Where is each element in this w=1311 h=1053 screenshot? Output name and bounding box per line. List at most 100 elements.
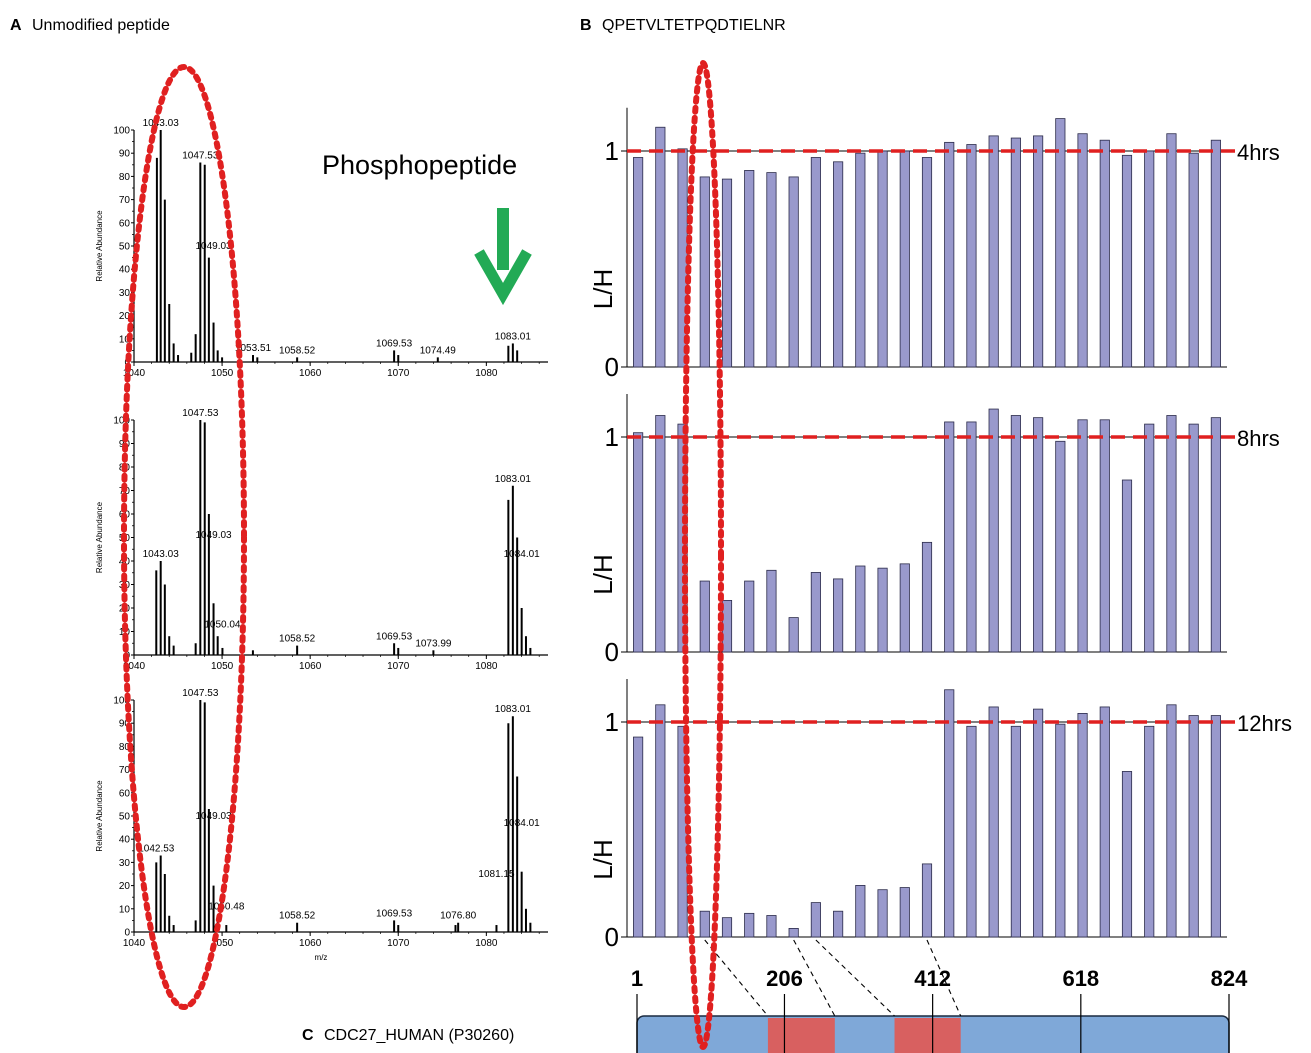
position-label: 824 (1211, 966, 1248, 991)
lh-bar (1055, 118, 1066, 368)
peak-label: 1081.15 (478, 869, 515, 880)
lh-bar (899, 887, 910, 938)
y-tick-label: 30 (119, 288, 131, 299)
y-tick-label: 1 (605, 136, 619, 166)
panel-b-letter: B (580, 17, 592, 34)
lh-bar (966, 421, 977, 653)
lh-bar (966, 725, 977, 938)
peak-label: 1050.04 (204, 620, 241, 631)
timepoint-label: 8hrs (1237, 426, 1280, 451)
x-tick-label: 1080 (475, 368, 498, 379)
x-tick-label: 1070 (387, 661, 410, 672)
x-tick-label: 1050 (211, 368, 234, 379)
panel-a-title: Unmodified peptide (32, 17, 170, 34)
timepoint-label: 12hrs (1237, 711, 1292, 736)
y-axis-label: Relative Abundance (95, 501, 104, 573)
lh-bar (1077, 419, 1088, 653)
mapping-line (926, 939, 962, 1017)
lh-bar (1210, 139, 1221, 368)
lh-bar (744, 912, 755, 938)
peak-label: 1047.53 (182, 150, 219, 161)
protein-domain (894, 1018, 961, 1053)
lh-bar (766, 172, 777, 368)
peak-label: 1083.01 (495, 331, 532, 342)
position-label: 412 (914, 966, 951, 991)
lh-bar (1099, 419, 1110, 653)
highlight-ellipses (121, 60, 724, 1050)
peak-label: 1073.99 (415, 638, 452, 649)
y-axis-label: Relative Abundance (95, 780, 104, 852)
y-tick-label: 20 (119, 881, 131, 892)
lh-bar (899, 563, 910, 653)
lh-bar (1166, 133, 1177, 368)
peak-label: 1058.52 (279, 911, 316, 922)
y-tick-label: 60 (119, 218, 131, 229)
lh-bar (1188, 152, 1199, 368)
peak-label: 1084.01 (504, 549, 541, 560)
panel-a-letter: A (10, 17, 22, 34)
mapping-line (815, 939, 895, 1017)
lh-bar (988, 408, 999, 653)
lh-bar (899, 150, 910, 368)
lh-bar (833, 910, 844, 938)
x-tick-label: 1050 (211, 661, 234, 672)
lh-bar (944, 689, 955, 938)
lh-bar (1144, 725, 1155, 938)
lh-bar (1055, 723, 1066, 938)
lh-bar (699, 580, 710, 653)
peak-label: 1050.48 (208, 901, 245, 912)
y-tick-label: 100 (113, 696, 130, 707)
lh-bar (1121, 479, 1133, 653)
peak-label: 1069.53 (376, 631, 413, 642)
lh-bar (1188, 715, 1199, 938)
peak-label: 1069.53 (376, 338, 413, 349)
mapping-line (793, 939, 836, 1017)
peak-label: 1047.53 (182, 408, 219, 419)
lh-bar (855, 565, 866, 653)
peak-label: 1076.80 (440, 911, 477, 922)
peak-label: 1042.53 (138, 843, 175, 854)
lh-bar (788, 928, 799, 938)
y-tick-label: 60 (119, 788, 131, 799)
y-tick-label: 90 (119, 719, 131, 730)
panel-b-title: QPETVLTETPQDTIELNR (602, 17, 786, 34)
panel-c-title: CDC27_HUMAN (P30260) (324, 1027, 514, 1044)
lh-bar (633, 432, 644, 653)
x-tick-label: 1050 (211, 938, 234, 949)
lh-bar (766, 915, 777, 938)
lh-bar (1121, 771, 1133, 938)
x-tick-label: 1070 (387, 368, 410, 379)
y-tick-label: 10 (119, 904, 131, 915)
peak-label: 1049.03 (195, 811, 232, 822)
lh-bar (1166, 415, 1177, 653)
lh-bar (921, 157, 933, 368)
highlight-ellipse-bars (682, 60, 724, 1050)
y-tick-label: 1 (605, 422, 619, 452)
peak-label: 1058.52 (279, 345, 316, 356)
peak-label: 1084.01 (504, 818, 541, 829)
peak-label: 1069.53 (376, 908, 413, 919)
x-tick-label: 1070 (387, 938, 410, 949)
phosphopeptide-arrow-icon (474, 208, 532, 306)
lh-bar (855, 885, 866, 938)
lh-chart-4hrs: 0 1 L/H 4hrs (588, 107, 1280, 382)
x-tick-label: 1060 (299, 368, 322, 379)
y-tick-label: 70 (119, 765, 131, 776)
peak-label: 1049.03 (195, 530, 232, 541)
y-axis-label: L/H (588, 554, 618, 594)
lh-bar (921, 863, 933, 938)
lh-bar (877, 889, 888, 938)
lh-bar (1033, 708, 1044, 938)
lh-bar (1121, 154, 1133, 368)
position-label: 1 (631, 966, 643, 991)
lh-bar (744, 170, 755, 368)
highlight-ellipse-spectra (121, 64, 247, 1010)
lh-bar (988, 706, 999, 938)
lh-bar (1188, 423, 1199, 653)
y-tick-label: 100 (113, 126, 130, 137)
y-tick-label: 1 (605, 707, 619, 737)
y-tick-label: 80 (119, 172, 131, 183)
lh-bar (633, 157, 644, 368)
lh-bar (988, 135, 999, 368)
